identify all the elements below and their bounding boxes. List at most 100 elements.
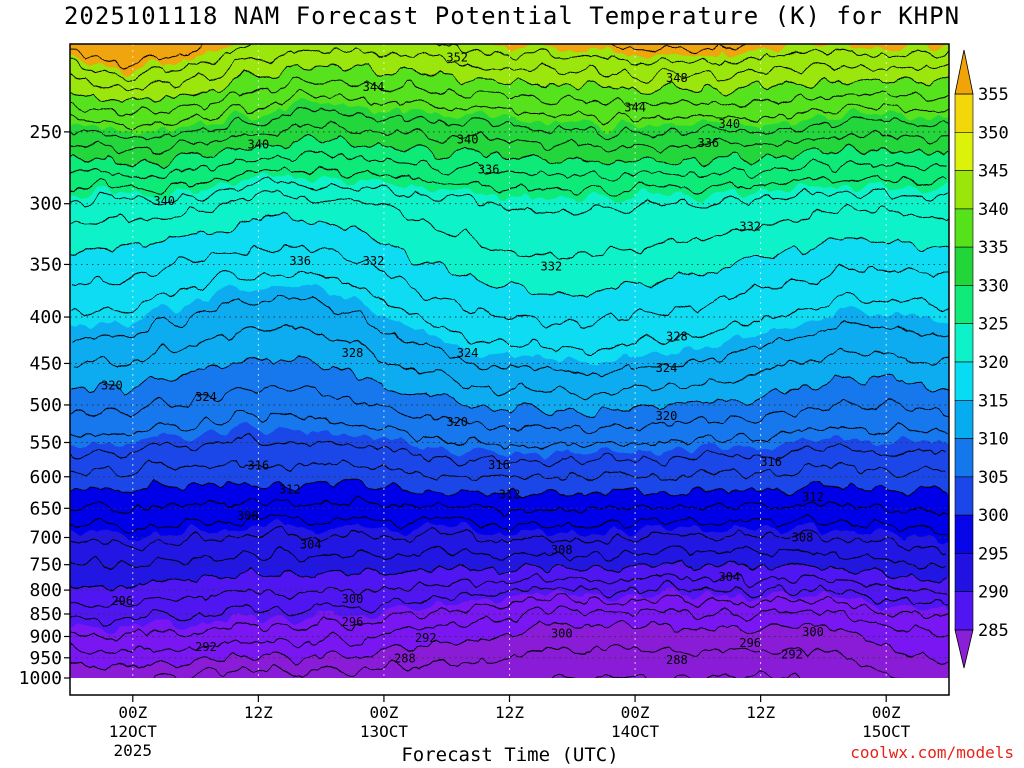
contour-label-320: 320: [101, 379, 123, 393]
y-tick-label-1000: 1000: [19, 668, 62, 689]
y-tick-label-550: 550: [29, 433, 62, 454]
contour-label-304: 304: [718, 570, 740, 584]
contour-line-344: [70, 108, 949, 142]
colorbar-segment-3: [954, 208, 974, 248]
chart-title: 2025101118 NAM Forecast Potential Temper…: [63, 2, 961, 30]
contour-label-320: 320: [656, 409, 678, 423]
colorbar-segment-9: [954, 438, 974, 478]
colorbar-label-300: 300: [978, 506, 1009, 526]
y-tick-label-600: 600: [29, 467, 62, 488]
contour-label-332: 332: [363, 254, 385, 268]
contour-label-288: 288: [394, 652, 416, 666]
contour-label-340: 340: [153, 194, 175, 208]
x-tick-date-2: 13OCT: [360, 722, 409, 741]
y-tick-label-650: 650: [29, 498, 62, 519]
contour-line-322: [70, 324, 949, 395]
y-tick-label-400: 400: [29, 307, 62, 328]
y-tick-label-750: 750: [29, 555, 62, 576]
colorbar-label-290: 290: [978, 583, 1009, 603]
contour-label-324: 324: [457, 346, 479, 360]
colorbar-segment-11: [954, 514, 974, 554]
contour-label-344: 344: [363, 80, 385, 94]
contour-line-354: [70, 44, 949, 79]
contour-label-312: 312: [802, 490, 824, 504]
colorbar-segment-0: [954, 93, 974, 133]
y-axis: 2503003504004505005506006507007508008509…: [19, 122, 70, 689]
y-tick-label-450: 450: [29, 353, 62, 374]
contour-line-306: [70, 515, 949, 534]
terrain-surface: [70, 678, 949, 695]
contour-label-292: 292: [781, 648, 803, 662]
contour-line-310: [70, 479, 949, 498]
contour-label-296: 296: [739, 636, 761, 650]
y-tick-label-800: 800: [29, 580, 62, 601]
contour-line-326: [70, 270, 949, 353]
y-tick-label-850: 850: [29, 604, 62, 625]
contour-line-338: [70, 153, 949, 180]
contour-label-304: 304: [300, 538, 322, 552]
x-axis-label: Forecast Time (UTC): [401, 744, 619, 766]
colorbar-top-arrow: [954, 49, 974, 95]
y-tick-label-900: 900: [29, 627, 62, 648]
contour-line-342: [70, 123, 949, 154]
colorbar-segment-4: [954, 246, 974, 286]
contour-label-344: 344: [624, 101, 646, 115]
contour-label-336: 336: [697, 136, 719, 150]
contour-label-340: 340: [248, 137, 270, 151]
contour-label-336: 336: [289, 254, 311, 268]
colorbar-label-350: 350: [978, 123, 1009, 143]
contour-label-336: 336: [478, 162, 500, 176]
contour-line-318: [70, 385, 949, 432]
contour-label-300: 300: [342, 592, 364, 606]
colorbar-segment-12: [954, 553, 974, 593]
y-tick-label-950: 950: [29, 648, 62, 669]
colorbar-label-305: 305: [978, 468, 1009, 488]
colorbar-segment-2: [954, 170, 974, 210]
contour-line-302: [70, 548, 949, 571]
x-tick-label-6: 00Z: [872, 703, 901, 722]
watermark-text: coolwx.com/models: [850, 743, 1014, 762]
colorbar-segment-13: [954, 591, 974, 631]
colorbar-segment-5: [954, 285, 974, 324]
contour-value-labels: 352 348 344 344 340 340 340 336 336 340 332 336 332 3…: [101, 51, 824, 667]
plot-area: [70, 44, 949, 695]
contour-label-352: 352: [446, 51, 468, 65]
y-tick-label-700: 700: [29, 528, 62, 549]
y-tick-label-250: 250: [29, 122, 62, 143]
x-tick-label-3: 12Z: [495, 703, 524, 722]
x-tick-date-6: 15OCT: [862, 722, 911, 741]
colorbar-segment-8: [954, 399, 974, 439]
contour-label-340: 340: [457, 133, 479, 147]
contour-label-292: 292: [415, 631, 437, 645]
contour-label-348: 348: [666, 71, 688, 85]
y-tick-label-350: 350: [29, 254, 62, 275]
contour-label-296: 296: [111, 594, 133, 608]
colorbar-label-310: 310: [978, 430, 1009, 450]
contour-line-286: [553, 673, 814, 678]
contour-line-334: [70, 180, 949, 216]
contour-label-328: 328: [342, 346, 364, 360]
contour-label-316: 316: [488, 458, 510, 472]
contour-label-300: 300: [551, 626, 573, 640]
contour-label-308: 308: [237, 509, 259, 523]
x-tick-date-0: 12OCT: [109, 722, 158, 741]
x-tick-label-0: 00Z: [118, 703, 147, 722]
colorbar-segment-6: [954, 323, 974, 363]
contour-label-316: 316: [760, 455, 782, 469]
colorbar-label-285: 285: [978, 621, 1009, 641]
contour-label-324: 324: [656, 361, 678, 375]
colorbar-label-355: 355: [978, 85, 1009, 105]
x-tick-label-1: 12Z: [244, 703, 273, 722]
grid-lines: [70, 44, 949, 678]
contour-label-316: 316: [248, 458, 270, 472]
colorbar-segment-7: [954, 361, 974, 401]
colorbar: 355 350 345 340 335 330 325 320 315 310 305 300 295 2…: [954, 49, 1009, 669]
colorbar-label-335: 335: [978, 238, 1009, 258]
contour-line-312: [70, 459, 949, 482]
colorbar-label-345: 345: [978, 162, 1009, 182]
contour-label-312: 312: [279, 483, 301, 497]
contour-label-328: 328: [666, 329, 688, 343]
contour-line-320: [70, 354, 949, 414]
